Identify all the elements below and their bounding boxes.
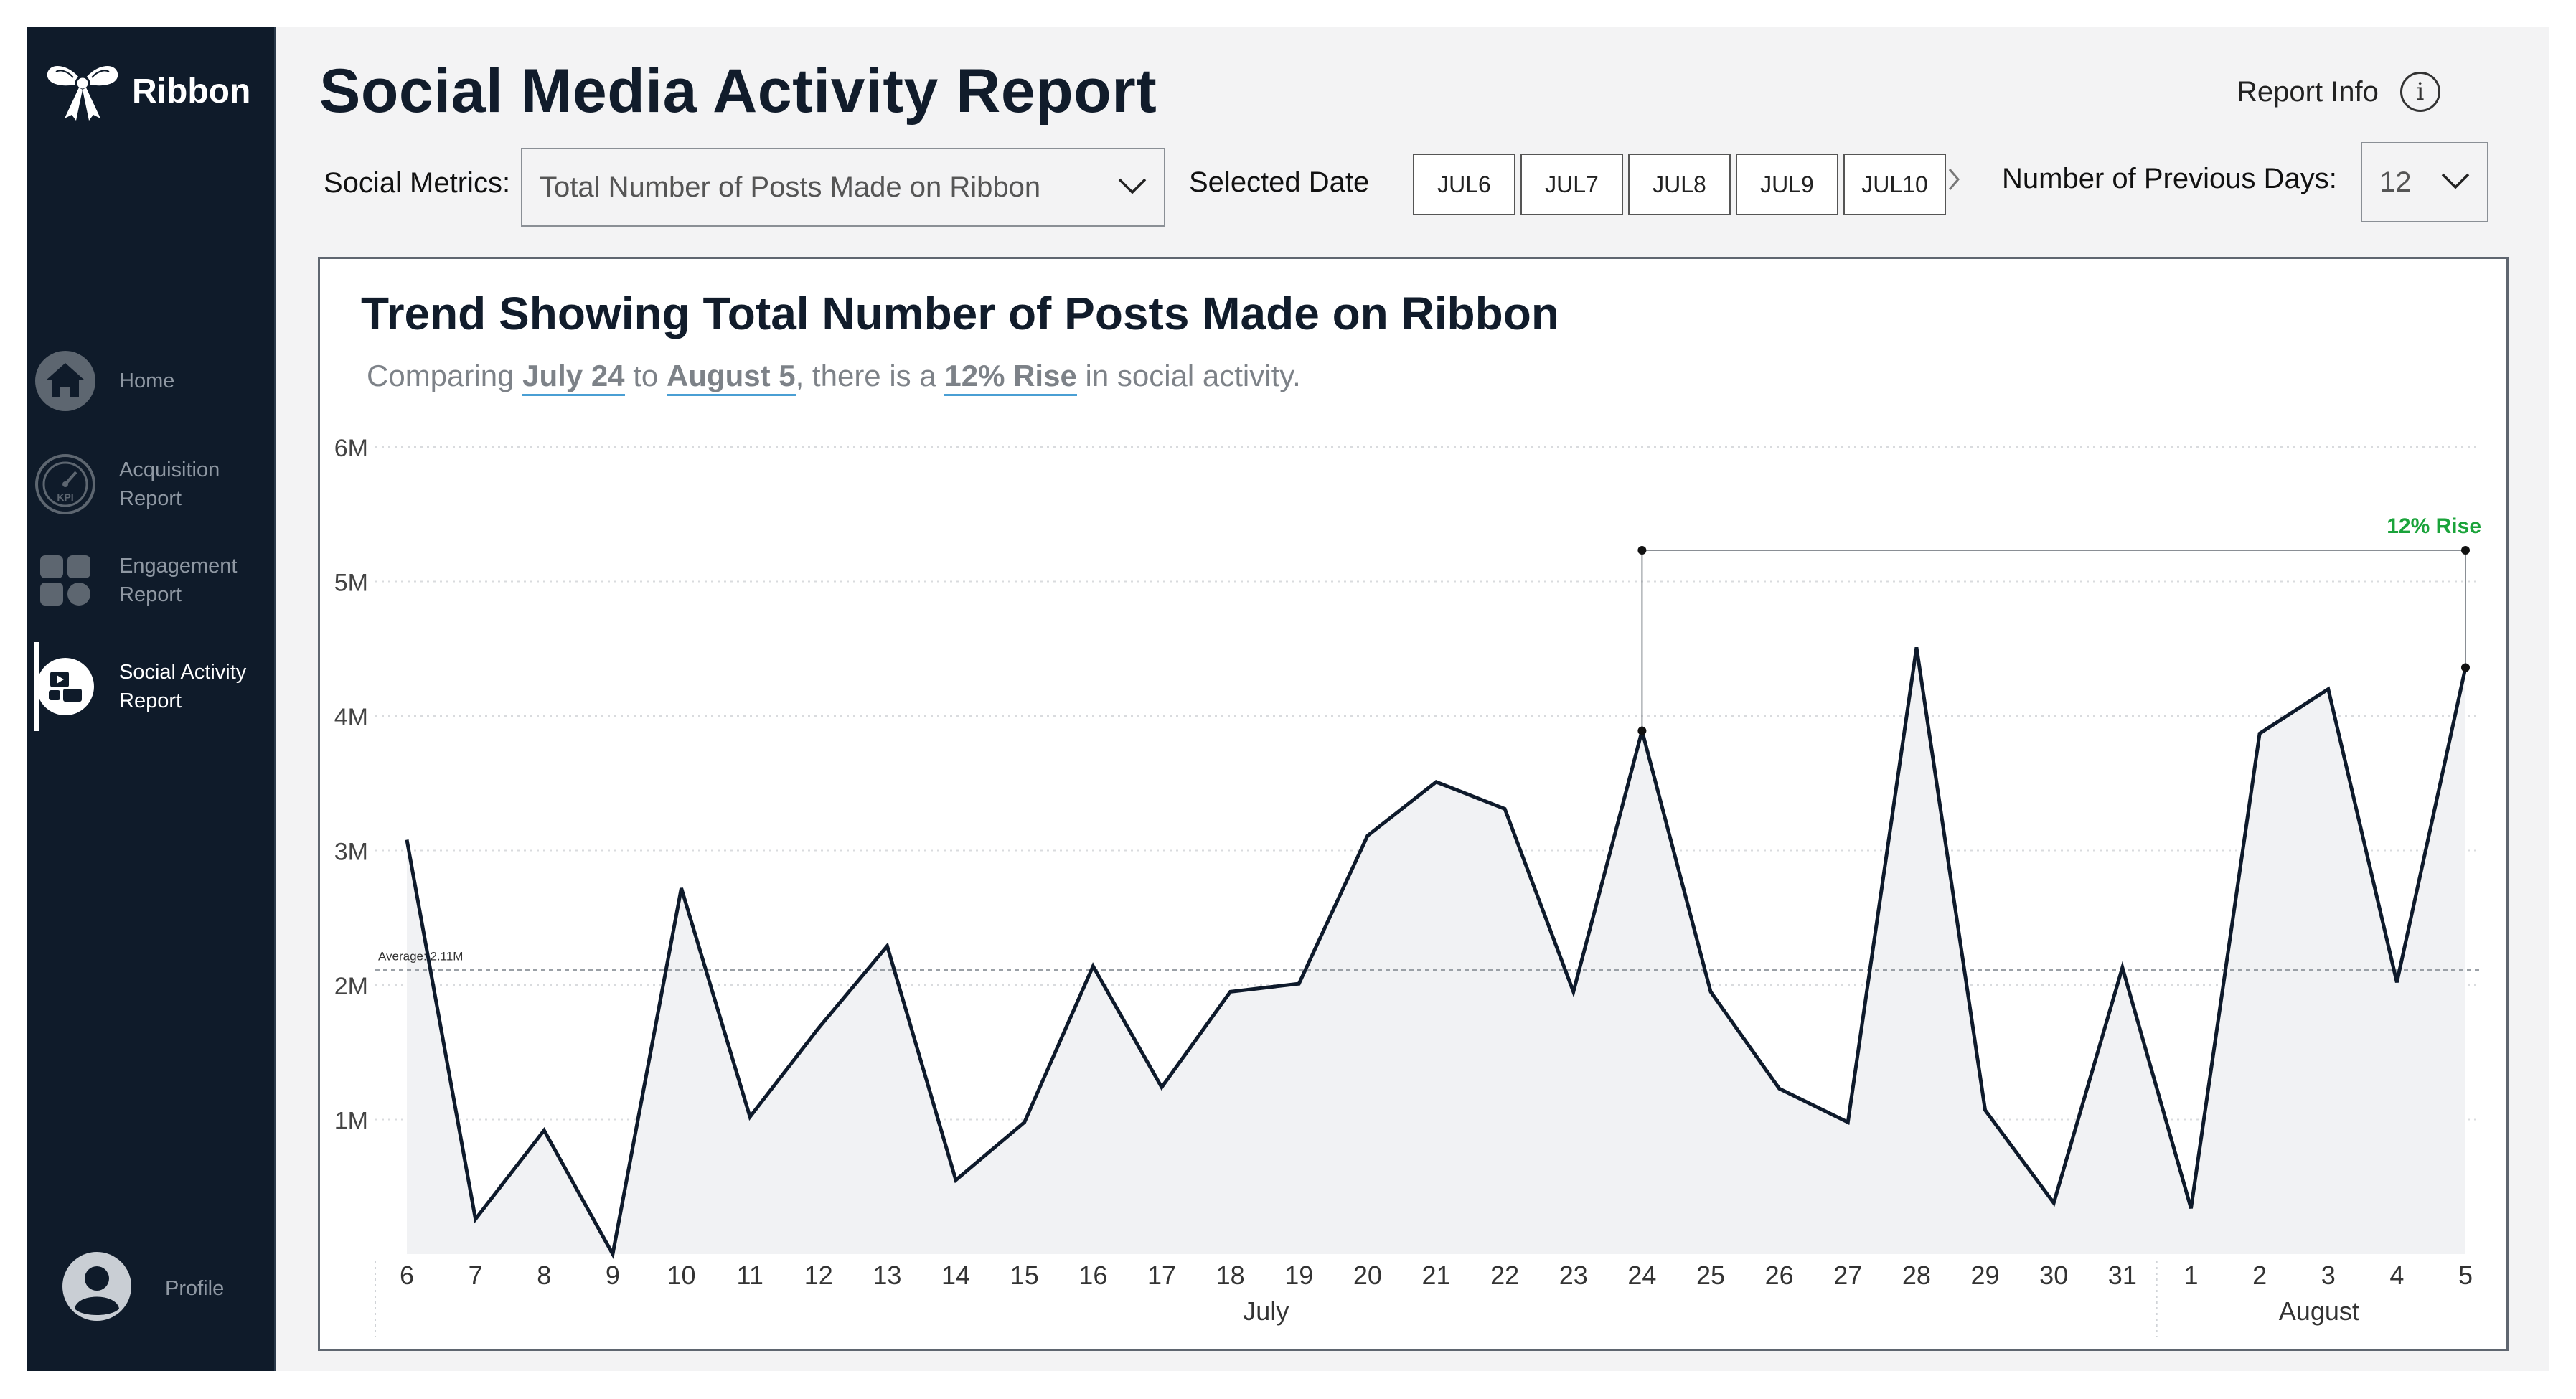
social-metrics-label: Social Metrics: — [324, 167, 511, 199]
y-tick-label: 2M — [334, 973, 368, 1000]
x-tick-label: 7 — [469, 1261, 483, 1290]
x-tick-label: 25 — [1696, 1261, 1725, 1290]
x-tick-label: 18 — [1216, 1261, 1245, 1290]
x-tick-label: 11 — [736, 1261, 763, 1290]
sidebar-item-acquisition-report[interactable]: KPI Acquisition Report — [34, 453, 270, 515]
x-tick-label: 3 — [2321, 1261, 2336, 1290]
x-tick-label: 15 — [1010, 1261, 1039, 1290]
y-tick-label: 3M — [334, 839, 368, 866]
x-tick-label: 20 — [1353, 1261, 1382, 1290]
y-tick-label: 4M — [334, 704, 368, 731]
chevron-down-icon — [2440, 171, 2471, 194]
sidebar-item-label: Acquisition Report — [119, 458, 220, 510]
svg-text:KPI: KPI — [57, 491, 73, 503]
sidebar-item-label: Home — [119, 369, 175, 392]
series-area — [407, 647, 2465, 1254]
x-tick-label: 10 — [667, 1261, 696, 1290]
trend-line-chart[interactable]: 1M 2M 3M 4M 5M 6M Average: 2.11M 12% Rise 6 7 8 9 10… — [318, 257, 2509, 1351]
x-tick-label: 14 — [941, 1261, 970, 1290]
comparison-point — [1637, 726, 1647, 735]
kpi-gauge-icon: KPI — [34, 453, 96, 515]
previous-days-value: 12 — [2379, 166, 2412, 198]
month-label: July — [1243, 1296, 1289, 1326]
x-tick-label: 23 — [1559, 1261, 1588, 1290]
subtitle-suffix: in social activity. — [1076, 359, 1301, 392]
x-tick-label: 1 — [2184, 1261, 2198, 1290]
x-tick-label: 28 — [1902, 1261, 1931, 1290]
social-metrics-dropdown[interactable]: Total Number of Posts Made on Ribbon — [521, 148, 1165, 227]
chart-subtitle: Comparing July 24 to August 5, there is … — [367, 359, 1301, 396]
sidebar-item-label: Social Activity Report — [119, 661, 247, 712]
x-tick-label: 5 — [2458, 1261, 2473, 1290]
report-info-label: Report Info — [2237, 75, 2379, 108]
x-tick-label: 8 — [537, 1261, 551, 1290]
social-activity-icon — [34, 656, 96, 717]
x-tick-label: 19 — [1284, 1261, 1313, 1290]
comparison-marker — [1637, 546, 1647, 555]
subtitle-prefix: Comparing — [367, 359, 523, 392]
page-title: Social Media Activity Report — [319, 57, 1157, 126]
x-tick-label: 22 — [1490, 1261, 1519, 1290]
x-tick-label: 17 — [1147, 1261, 1176, 1290]
brand-logo[interactable]: Ribbon — [43, 57, 250, 126]
y-tick-label: 6M — [334, 435, 368, 462]
comparison-marker — [2461, 546, 2470, 555]
profile-label: Profile — [165, 1276, 225, 1300]
change-percentage[interactable]: 12% Rise — [944, 359, 1077, 396]
date-button-jul7[interactable]: JUL7 — [1520, 154, 1623, 215]
x-tick-label: 13 — [873, 1261, 901, 1290]
brand-name: Ribbon — [132, 72, 251, 110]
chevron-down-icon — [1117, 176, 1148, 199]
x-tick-label: 30 — [2039, 1261, 2068, 1290]
x-tick-label: 12 — [804, 1261, 833, 1290]
chart-title: Trend Showing Total Number of Posts Made… — [361, 288, 1559, 339]
previous-days-dropdown[interactable]: 12 — [2361, 142, 2488, 222]
selected-date-label: Selected Date — [1189, 166, 1370, 198]
comparison-point — [2461, 663, 2470, 672]
profile-link[interactable]: Profile — [62, 1251, 316, 1325]
home-icon — [34, 350, 96, 412]
series-line — [405, 647, 2468, 1260]
change-label: 12% Rise — [2387, 514, 2481, 538]
x-tick-label: 4 — [2389, 1261, 2404, 1290]
x-tick-label: 9 — [606, 1261, 620, 1290]
compare-end-date[interactable]: August 5 — [666, 359, 796, 396]
user-avatar-icon — [62, 1251, 132, 1325]
ribbon-bow-icon — [43, 57, 122, 126]
y-tick-label: 1M — [334, 1108, 368, 1135]
sidebar-item-home[interactable]: Home — [34, 350, 270, 412]
sidebar-item-label: Engagement Report — [119, 555, 238, 606]
date-button-jul8[interactable]: JUL8 — [1628, 154, 1731, 215]
month-label: August — [2279, 1296, 2359, 1326]
subtitle-mid: , there is a — [795, 359, 945, 392]
y-tick-label: 5M — [334, 570, 368, 597]
subtitle-to: to — [624, 359, 667, 392]
x-tick-label: 27 — [1833, 1261, 1862, 1290]
compare-start-date[interactable]: July 24 — [522, 359, 625, 396]
sidebar-item-engagement-report[interactable]: Engagement Report — [34, 550, 270, 611]
x-tick-label: 24 — [1627, 1261, 1656, 1290]
date-button-jul6[interactable]: JUL6 — [1413, 154, 1515, 215]
x-tick-label: 26 — [1765, 1261, 1794, 1290]
average-label: Average: 2.11M — [378, 949, 463, 963]
x-tick-label: 31 — [2108, 1261, 2137, 1290]
date-button-jul10[interactable]: JUL10 — [1843, 154, 1946, 215]
social-metrics-value: Total Number of Posts Made on Ribbon — [540, 171, 1041, 203]
x-tick-label: 29 — [1971, 1261, 2000, 1290]
chevron-right-icon[interactable] — [1946, 165, 1963, 197]
x-tick-label: 2 — [2252, 1261, 2267, 1290]
info-icon: i — [2399, 72, 2440, 112]
date-button-jul9[interactable]: JUL9 — [1736, 154, 1838, 215]
report-info-button[interactable]: Report Info i — [2237, 72, 2440, 112]
sidebar-item-social-activity-report[interactable]: Social Activity Report — [34, 656, 270, 717]
grid-icon — [34, 550, 96, 611]
x-tick-label: 6 — [400, 1261, 414, 1290]
x-tick-label: 16 — [1078, 1261, 1107, 1290]
previous-days-label: Number of Previous Days: — [2002, 163, 2337, 194]
x-tick-label: 21 — [1421, 1261, 1450, 1290]
